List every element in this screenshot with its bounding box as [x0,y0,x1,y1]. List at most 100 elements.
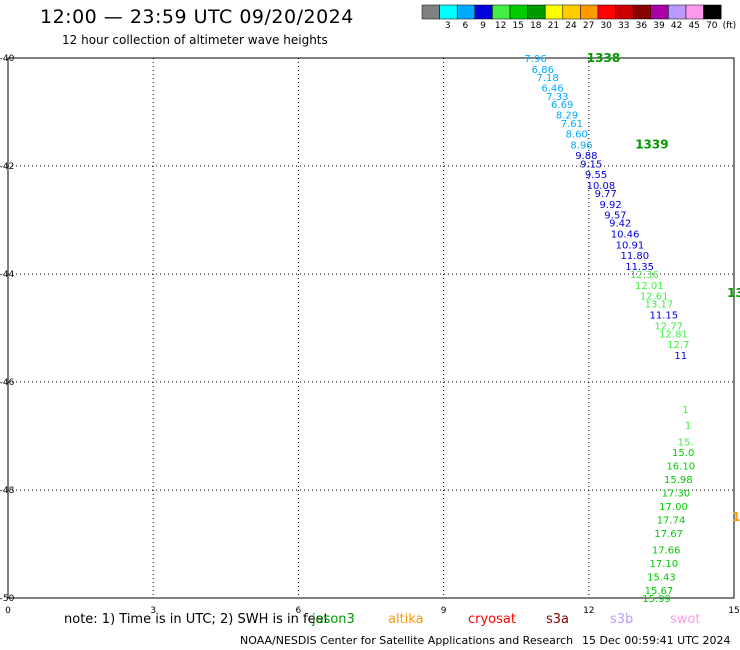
y-tick-label: -42 [0,162,14,172]
color-scale-swatch [668,4,687,20]
color-scale-label: 42 [670,21,683,31]
satellite-legend-s3a: s3a [546,612,570,627]
y-tick-label: -50 [0,594,15,604]
chart-subtitle: 12 hour collection of altimeter wave hei… [62,33,328,47]
y-tick-label: -48 [0,486,15,496]
wave-height-point: 7.18 [537,73,559,84]
wave-height-point: 7.96 [524,54,546,65]
wave-height-point: 9.92 [599,200,621,211]
data-layer: 7.966.867.186.467.336.698.297.618.608.96… [524,51,740,605]
pass-time-annotation: 13 [727,286,740,300]
wave-height-point: 8.29 [556,111,578,122]
y-tick-label: -46 [0,378,15,388]
wave-height-point: 9.77 [595,189,617,200]
color-scale-label: 3 [444,21,451,31]
wave-height-point: 17.10 [649,559,678,570]
wave-height-point: 12.01 [635,281,664,292]
x-tick-label: 12 [583,606,594,616]
color-scale-label: 33 [618,21,630,31]
satellite-legend-cryosat: cryosat [468,612,516,627]
chart-title: 12:00 — 23:59 UTC 09/20/2024 [40,6,354,28]
color-scale-swatch [703,4,722,20]
wave-height-point: 15.43 [647,572,676,583]
wave-height-point: 15.67 [645,586,674,597]
wave-height-point: 12.61 [640,292,669,303]
wave-height-point: 15. [678,437,694,448]
color-scale-swatch [527,4,546,20]
wave-height-point: 9.55 [585,170,607,181]
wave-height-point: 15.0 [672,448,694,459]
wave-height-point: 10.91 [616,240,645,251]
wave-height-point: 11.15 [649,311,678,322]
wave-height-point: 15.98 [664,475,693,486]
wave-height-point: 1 [685,421,691,432]
wave-height-point: 10.46 [611,230,640,241]
color-scale-swatch [562,4,581,20]
x-tick-label: 9 [441,606,447,616]
pass-time-annotation: 1338 [587,51,620,65]
color-scale-swatch [544,4,564,20]
color-scale-swatch [439,4,458,20]
color-scale-label: 30 [600,21,612,31]
wave-height-point: 11 [674,351,687,362]
color-scale-swatch [650,4,669,20]
wave-height-point: 12.81 [659,329,688,340]
wave-height-point: 13.17 [645,300,674,311]
wave-height-point: 7.61 [561,119,583,130]
credit-text: NOAA/NESDIS Center for Satellite Applica… [240,634,574,647]
pass-time-annotation: 1339 [635,137,668,151]
color-scale-swatch [492,4,511,20]
color-scale-swatch [615,4,634,20]
wave-height-point: 6.86 [532,65,554,76]
wave-height-point: 17.67 [654,529,683,540]
wave-height-point: 15.99 [642,594,671,605]
wave-height-point: 9.15 [580,159,602,170]
x-tick-label: 0 [5,606,11,616]
wave-height-point: 10.08 [587,181,616,192]
x-tick-label: 3 [150,606,156,616]
color-scale-label: 21 [547,21,560,31]
color-scale-swatch [421,4,440,20]
wave-height-point: 8.96 [570,140,592,151]
color-scale-label: 12 [494,21,507,31]
color-scale-label: 9 [480,21,486,31]
y-tick-label: -40 [0,54,15,64]
pass-time-annotation: 1 [732,510,740,524]
wave-height-point: 11.35 [625,262,654,273]
color-scale-label: 18 [530,21,542,31]
color-scale-swatch [685,4,704,20]
wave-height-point: 6.69 [551,100,573,111]
footer-note: note: 1) Time is in UTC; 2) SWH is in fe… [64,612,329,627]
wave-height-point: 9.57 [604,211,626,222]
wave-height-point: 9.88 [575,151,597,162]
satellite-legend-altika: altika [388,612,424,627]
color-scale-swatch [509,4,528,20]
y-tick-label: -44 [0,270,15,280]
plot-frame [7,57,735,599]
satellite-legend-jason3: jason3 [312,612,355,627]
generated-timestamp: 15 Dec 00:59:41 UTC 2024 [582,634,731,647]
wave-height-point: 17.74 [657,516,686,527]
color-scale-swatch [597,4,616,20]
wave-height-point: 7.33 [546,92,568,103]
color-scale-label: 39 [653,21,665,31]
color-scale-label: 15 [512,21,524,31]
wave-height-point: 11.80 [620,251,649,262]
x-tick-label: 15 [728,606,739,616]
wave-height-point: 9.42 [609,219,631,230]
color-scale-label: (ft) [722,21,737,31]
wave-height-point: 1 [682,405,688,416]
wave-height-point: 12.77 [654,321,683,332]
color-scale-swatch [580,4,599,20]
wave-height-point: 8.60 [566,130,588,141]
satellite-legend-swot: swot [670,612,701,627]
wave-height-point: 16.10 [666,462,695,473]
color-scale-swatch [632,4,652,20]
color-scale-swatch [456,4,476,20]
x-tick-label: 6 [296,606,302,616]
color-scale-label: 24 [565,21,577,31]
wave-height-point: 17.66 [652,545,681,556]
satellite-legend-s3b: s3b [610,612,634,627]
wave-height-point: 12.7 [667,340,689,351]
